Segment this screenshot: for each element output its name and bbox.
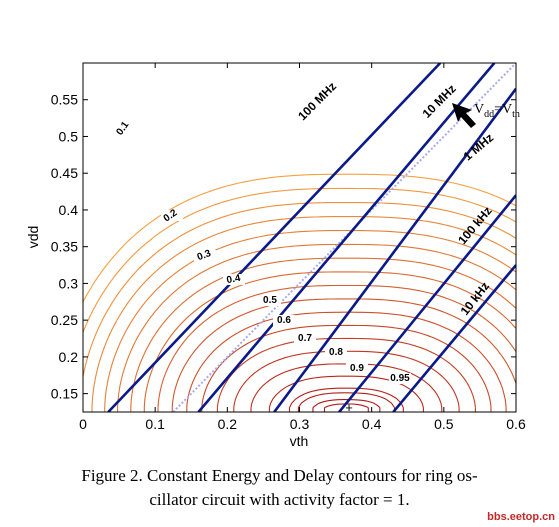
energy-contour-label: 0.5 xyxy=(263,295,277,306)
energy-contour-line xyxy=(83,201,516,377)
energy-contour-label: 0.9 xyxy=(350,363,364,374)
energy-contour-line xyxy=(186,311,507,412)
energy-contour-line xyxy=(130,257,516,412)
y-tick-label: 0.3 xyxy=(59,275,79,291)
energy-contour-label: 0.8 xyxy=(329,347,343,358)
y-tick-label: 0.2 xyxy=(59,349,79,365)
figure-caption-line1: Figure 2. Constant Energy and Delay cont… xyxy=(81,466,478,485)
energy-contour-line xyxy=(104,229,516,412)
delay-contour-label: 1 MHz xyxy=(461,130,497,163)
x-tick-label: 0.3 xyxy=(290,416,310,432)
annotation-text: Vdd=Vth xyxy=(474,102,520,120)
y-tick-label: 0.4 xyxy=(59,202,79,218)
annotation-arrow xyxy=(452,103,476,128)
y-tick-label: 0.25 xyxy=(51,312,78,328)
delay-line xyxy=(338,194,516,412)
x-axis-label: vth xyxy=(290,433,309,449)
x-tick-label: 0.6 xyxy=(506,416,526,432)
energy-contour-label: 0.95 xyxy=(390,373,410,384)
energy-contour-line xyxy=(83,187,516,333)
y-tick-label: 0.55 xyxy=(51,92,78,108)
energy-label-bg xyxy=(259,295,281,306)
energy-contour-label: 0.6 xyxy=(277,315,291,326)
energy-contour-line xyxy=(143,271,516,412)
watermark: bbs.eetop.cn xyxy=(487,511,555,523)
delay-contours xyxy=(107,63,516,412)
y-tick-label: 0.45 xyxy=(51,165,78,181)
optimum-marker: + xyxy=(345,400,353,415)
x-tick-label: 0.2 xyxy=(218,416,238,432)
energy-contour-line xyxy=(233,350,460,412)
delay-line xyxy=(107,63,442,412)
energy-label-bg xyxy=(114,122,136,133)
y-axis-label: vdd xyxy=(25,226,41,249)
energy-label-bg xyxy=(389,373,411,384)
y-tick-label: 0.15 xyxy=(51,386,78,402)
energy-contour-line xyxy=(250,363,443,412)
x-tick-label: 0.1 xyxy=(145,416,165,432)
energy-contour-label: 0.7 xyxy=(298,333,312,344)
energy-contour-line xyxy=(157,284,516,412)
energy-contour-line xyxy=(91,216,516,412)
energy-contour-line xyxy=(312,399,381,412)
axis-ticks: 0 0.1 0.2 0.3 0.4 0.5 0.60.150.20.250.30.350.4… xyxy=(51,63,526,432)
contour-chart: 0 0.1 0.2 0.3 0.4 0.5 0.60.150.20.250.30.350.4… xyxy=(25,62,526,449)
energy-contour-line xyxy=(83,173,516,303)
energy-label-bg xyxy=(194,250,216,261)
x-tick-label: 0.4 xyxy=(362,416,382,432)
vdd-vth-diagonal xyxy=(172,63,516,412)
energy-label-bg xyxy=(294,333,316,344)
x-tick-label: 0 xyxy=(79,416,87,432)
delay-line xyxy=(273,87,516,412)
energy-contours xyxy=(83,173,516,412)
energy-label-bg xyxy=(346,363,368,374)
delay-line xyxy=(197,63,496,412)
delay-line xyxy=(392,264,516,412)
energy-contour-line xyxy=(171,298,516,412)
energy-label-bg xyxy=(325,347,347,358)
delay-contour-label: 10 MHz xyxy=(420,82,459,121)
energy-contour-line xyxy=(297,392,396,412)
x-tick-label: 0.5 xyxy=(434,416,454,432)
y-tick-label: 0.35 xyxy=(51,239,78,255)
figure-caption-line2: cillator circuit with activity factor = … xyxy=(149,490,410,509)
energy-contour-label: 0.3 xyxy=(196,248,213,263)
energy-contour-line xyxy=(268,375,424,412)
energy-label-bg xyxy=(161,210,183,221)
energy-label-bg xyxy=(273,315,295,326)
energy-contour-label: 0.4 xyxy=(226,273,242,286)
delay-contour-label: 100 MHz xyxy=(295,79,339,123)
energy-label-bg xyxy=(223,274,245,285)
vdd-equals-vth-line xyxy=(172,63,516,412)
delay-contour-label: 100 kHz xyxy=(455,204,494,247)
vdd-vth-annotation: Vdd=Vth xyxy=(452,102,520,128)
y-tick-label: 0.5 xyxy=(59,128,79,144)
